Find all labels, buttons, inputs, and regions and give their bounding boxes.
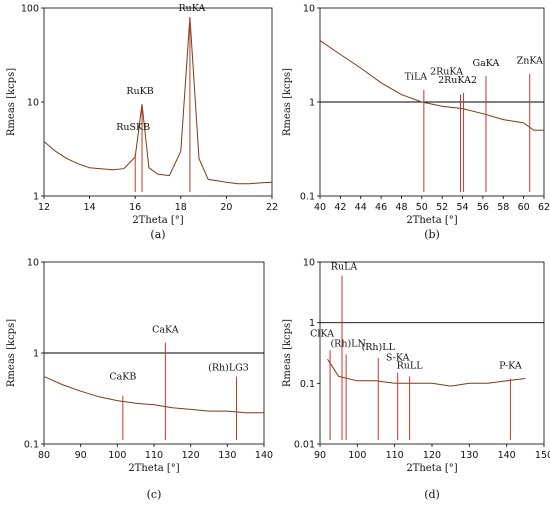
x-tick-label: 80: [38, 450, 50, 461]
panel-caption: (a): [150, 228, 165, 241]
x-tick-label: 60: [518, 202, 530, 213]
x-tick-label: 40: [314, 202, 326, 213]
peak-label: CaKA: [152, 325, 179, 336]
x-axis-label: 2Theta [°]: [406, 215, 457, 226]
peak-label: GaKA: [473, 58, 500, 69]
peak-label: RuKB: [126, 86, 153, 97]
peak-label: CaKB: [109, 372, 136, 383]
panel-caption: (d): [424, 488, 440, 501]
panel-caption: (c): [147, 488, 162, 501]
plot-frame: [43, 7, 273, 197]
x-tick-label: 52: [436, 202, 448, 213]
x-axis-label: 2Theta [°]: [132, 215, 183, 226]
y-axis-label: Rmeas [kcps]: [6, 319, 17, 387]
y-tick-label: 10: [303, 4, 315, 15]
y-axis-label: Rmeas [kcps]: [6, 68, 17, 136]
x-tick-label: 100: [348, 450, 366, 461]
spectrum-line: [43, 17, 273, 185]
x-tick-label: 140: [498, 450, 516, 461]
y-tick-label: 1: [309, 98, 315, 109]
x-tick-label: 44: [355, 202, 367, 213]
chart-panel-a: 12 14 16 18 20 22 1 10 100 2Theta [°] Rmeas [kcps]…: [6, 3, 278, 241]
x-tick-label: 12: [38, 202, 50, 213]
peak-label: RuLL: [397, 360, 424, 371]
y-tick-label: 0.1: [300, 379, 315, 390]
peak-label: ClKA: [310, 328, 334, 339]
y-tick-label: 1: [33, 192, 39, 203]
x-tick-label: 110: [145, 450, 163, 461]
x-tick-label: 50: [416, 202, 428, 213]
x-tick-label: 120: [182, 450, 200, 461]
x-tick-label: 48: [395, 202, 407, 213]
y-tick-label: 1: [309, 318, 315, 329]
x-tick-label: 16: [129, 202, 141, 213]
peak-label: RuSKB: [116, 122, 150, 133]
peak-label: P-KA: [499, 361, 522, 372]
x-tick-label: 54: [456, 202, 468, 213]
x-tick-label: 90: [314, 450, 326, 461]
y-tick-label: 10: [27, 98, 39, 109]
x-tick-label: 22: [266, 202, 278, 213]
x-tick-label: 18: [175, 202, 187, 213]
peak-label: 2RuKA2: [438, 75, 477, 86]
spectrum-line: [43, 376, 264, 414]
y-tick-label: 0.1: [300, 192, 315, 203]
x-tick-label: 46: [375, 202, 387, 213]
x-tick-label: 20: [220, 202, 232, 213]
peak-label: ZnKA: [517, 56, 543, 67]
x-tick-label: 100: [108, 450, 126, 461]
x-tick-label: 130: [218, 450, 236, 461]
panel-caption: (b): [424, 228, 440, 241]
y-axis-label: Rmeas [kcps]: [282, 68, 293, 136]
y-tick-label: 10: [27, 258, 39, 269]
y-tick-label: 0.01: [294, 440, 315, 451]
x-tick-label: 58: [497, 202, 509, 213]
x-tick-label: 120: [423, 450, 441, 461]
x-tick-label: 110: [386, 450, 404, 461]
peak-label: (Rh)LN: [330, 338, 365, 349]
peak-label: (Rh)LG3: [208, 363, 249, 374]
x-tick-label: 42: [334, 202, 346, 213]
peak-label: 2RuKA: [430, 67, 463, 78]
x-axis-label: 2Theta [°]: [406, 463, 457, 474]
y-tick-label: 100: [21, 4, 39, 15]
x-tick-label: 90: [75, 450, 87, 461]
peak-label: RuLA: [331, 261, 358, 272]
x-tick-label: 140: [255, 450, 273, 461]
x-tick-label: 56: [477, 202, 489, 213]
peak-label: (Rh)LL: [362, 342, 396, 353]
spectrum-line: [319, 40, 544, 131]
spectrum-line: [327, 358, 526, 387]
y-tick-label: 10: [303, 258, 315, 269]
y-axis-label: Rmeas [kcps]: [282, 319, 293, 387]
x-axis-label: 2Theta [°]: [128, 463, 179, 474]
chart-panel-b: 40 42 44 46 48 50 52 54 56 58 60 62 0.1 1 10 2Theta [°]…: [282, 4, 550, 242]
peak-label: S-KA: [386, 353, 410, 364]
y-tick-label: 0.1: [24, 440, 39, 451]
x-tick-label: 14: [84, 202, 96, 213]
y-tick-label: 1: [33, 349, 39, 360]
x-tick-label: 62: [538, 202, 550, 213]
x-tick-label: 150: [535, 450, 550, 461]
x-tick-label: 130: [460, 450, 478, 461]
peak-label: TiLA: [405, 72, 428, 83]
peak-label: RuKA: [178, 3, 205, 14]
